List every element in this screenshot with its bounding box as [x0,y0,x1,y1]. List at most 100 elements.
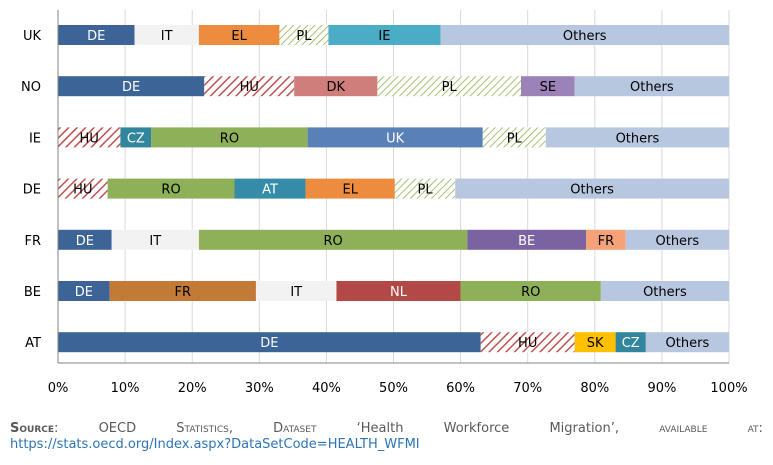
bar-segment-no-de [58,76,205,97]
segment-label: BE [518,234,535,249]
source-part-5: Workforce [443,421,510,436]
bar-segment-at-cz [615,332,646,353]
segment-label: HU [518,336,537,351]
segment-label: IT [290,285,302,300]
x-tick-label: 50% [379,381,408,396]
x-tick-label: 0% [48,381,69,396]
bar-segment-be-de [58,281,110,301]
segment-label: IE [378,29,390,44]
segment-label: CZ [622,336,640,351]
bar-segment-be-it [255,281,337,301]
segment-label: DE [75,285,93,300]
segment-label: RO [323,234,342,249]
bar-segment-ie-pl [482,127,546,148]
bar-segment-ie-others [545,127,729,148]
bar-segment-at-hu [480,332,575,353]
source-part-0: : [54,421,59,436]
bar-segment-at-sk [574,332,616,353]
source-part-2: Statistics, [176,421,233,436]
bar-segment-fr-ro [198,229,468,250]
segment-label: Others [666,336,710,351]
source-label: Source [10,421,55,436]
x-tick-label: 30% [245,381,274,396]
segment-label: DE [260,336,278,351]
segment-label: EL [342,183,358,198]
segment-label: HU [73,183,92,198]
segment-label: FR [175,285,192,300]
segment-label: UK [386,131,405,146]
bar-segment-fr-others [625,229,729,250]
source-url[interactable]: https://stats.oecd.org/Index.aspx?DataSe… [10,437,420,452]
source-part-8: at: [747,421,763,436]
bar-segment-ie-hu [58,127,121,148]
bar-segment-ie-uk [307,127,483,148]
source-note: Source: OECD Statistics, Dataset ‘Health… [10,421,763,453]
category-label: AT [25,336,41,351]
bar-segment-be-others [600,281,729,301]
bar-segment-fr-fr [586,229,626,250]
category-label: NO [21,80,41,95]
x-tick-label: 40% [312,381,341,396]
bar-segment-ie-ro [151,127,308,148]
bar-segment-uk-others [440,25,729,45]
bar-segment-be-fr [109,281,256,301]
segment-label: Others [570,183,614,198]
bar-segment-no-pl [377,76,521,97]
segment-label: DE [122,80,140,95]
bar-segment-be-ro [460,281,601,301]
segment-label: Others [616,131,660,146]
source-label-wrap: Source: [10,421,58,437]
segment-label: HU [80,131,99,146]
source-part-4: ‘Health [356,421,404,436]
category-label: BE [24,285,41,300]
segment-label: SE [540,80,556,95]
bar-segment-uk-el [198,25,280,45]
source-part-3: Dataset [273,421,317,436]
bar-segment-de-el [305,178,395,199]
segment-label: Others [655,234,699,249]
segment-label: PL [442,80,458,95]
x-tick-label: 60% [446,381,475,396]
bar-segment-fr-be [467,229,587,250]
axes: 0% 10% 20% 30% 40% 50% 60% 70% 80% 90% 100%UKNOIED… [21,10,748,396]
segment-label: SK [587,336,604,351]
segment-label: FR [598,234,615,249]
bar-segment-uk-ie [328,25,441,45]
bar-segment-de-at [234,178,306,199]
bar-segment-de-hu [58,178,108,199]
bar-segment-fr-it [111,229,199,250]
segment-label: PL [507,131,523,146]
x-tick-label: 80% [580,381,609,396]
bar-segment-at-de [58,332,481,353]
bar-segment-uk-pl [279,25,329,45]
segment-label: DE [76,234,94,249]
segment-label: IT [149,234,161,249]
x-tick-label: 10% [111,381,140,396]
source-part-7: available [659,421,708,436]
segment-label: NL [390,285,408,300]
segment-label: IT [161,29,173,44]
category-label: FR [24,234,41,249]
segment-label: PL [417,183,433,198]
x-tick-label: 100% [710,381,747,396]
segment-label: Others [643,285,687,300]
segment-label: PL [296,29,312,44]
segment-label: DK [327,80,346,95]
segment-label: EL [231,29,247,44]
source-line: Source: OECD Statistics, Dataset ‘Health… [10,421,763,437]
source-part-1: OECD [98,421,137,436]
bar-segment-de-others [455,178,729,199]
source-part-6: Migration’, [549,421,620,436]
category-label: UK [23,29,42,44]
bars: DE IT EL PL IE Others DE HU DK PL SE Others HU CZ RO UK… [58,25,729,353]
bar-segment-de-ro [107,178,235,199]
segment-label: RO [220,131,239,146]
category-label: DE [23,183,41,198]
bar-segment-no-se [520,76,575,97]
bar-segment-at-others [645,332,729,353]
stacked-bar-chart: DE IT EL PL IE Others DE HU DK PL SE Others HU CZ RO UK… [21,10,748,396]
segment-label: DE [87,29,105,44]
segment-label: RO [521,285,540,300]
bar-segment-fr-de [58,229,112,250]
bar-segment-no-hu [204,76,295,97]
